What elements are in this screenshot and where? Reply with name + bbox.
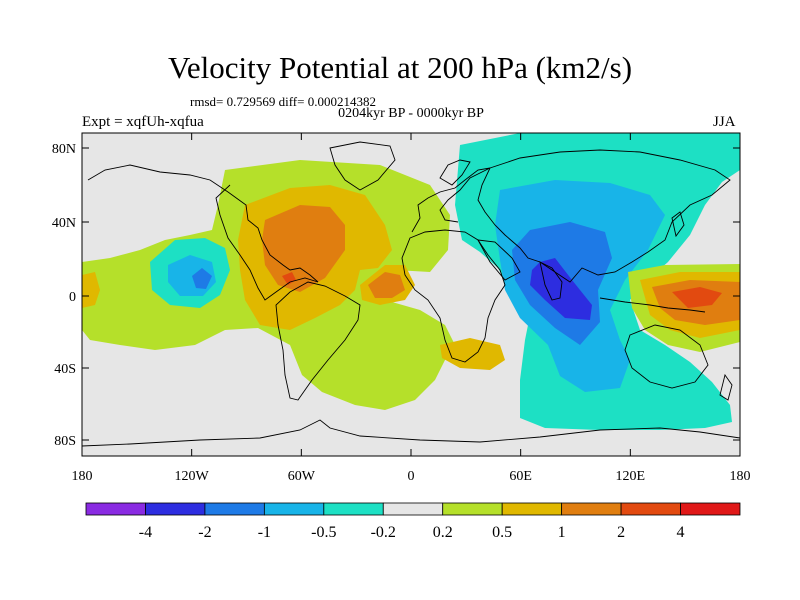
lat-tick-label: 40N <box>52 216 76 231</box>
colorbar-label: 0.5 <box>492 524 512 541</box>
colorbar: -4 -2 -1 -0.5 -0.2 0.2 0.5 1 2 4 <box>85 502 741 541</box>
colorbar-label: 4 <box>677 524 685 541</box>
lat-tick-label: 40S <box>54 362 76 377</box>
lon-tick-label: 0 <box>408 469 415 484</box>
colorbar-swatch <box>85 502 146 516</box>
coastline-india <box>539 261 563 301</box>
coastline-north-america <box>87 164 319 283</box>
colorbar-swatch <box>442 502 503 516</box>
map-title: Velocity Potential at 200 hPa (km2/s) <box>167 50 633 85</box>
colorbar-swatch <box>204 502 265 516</box>
lon-tick-label: 60E <box>509 469 532 484</box>
contour-positive-2-west-pacific <box>672 287 722 308</box>
lon-tick-label: 120W <box>175 469 210 484</box>
colorbar-label: -4 <box>139 524 152 541</box>
lon-tick-label: 180 <box>72 469 93 484</box>
colorbar-swatch <box>680 502 741 516</box>
lon-tick-label: 120E <box>616 469 646 484</box>
coastline-australia <box>624 324 709 389</box>
colorbar-swatch <box>620 502 681 516</box>
contour-positive-1-americas <box>262 205 345 292</box>
contour-positive-0.5-leftedge <box>82 272 100 308</box>
period-line: 0204kyr BP - 0000kyr BP <box>338 106 484 121</box>
lon-tick-label: 180 <box>730 469 751 484</box>
colorbar-label: -1 <box>258 524 271 541</box>
coastlines <box>82 141 740 447</box>
colorbar-swatch <box>323 502 384 516</box>
stats-line: rmsd= 0.729569 diff= 0.000214382 <box>190 94 376 109</box>
colorbar-swatch <box>145 502 206 516</box>
lon-tick-label: 60W <box>288 469 316 484</box>
colorbar-swatch <box>501 502 563 516</box>
coastline-africa <box>401 229 506 363</box>
coastline-arabia <box>477 239 521 281</box>
contour-negative-1-east-pacific <box>192 268 212 289</box>
colorbar-label: -2 <box>198 524 211 541</box>
coastline-japan <box>671 211 685 238</box>
colorbar-label: -0.5 <box>311 524 336 541</box>
colorbar-swatch <box>561 502 622 516</box>
experiment-line: Expt = xqfUh-xqfua <box>82 114 204 130</box>
colorbar-label: 2 <box>617 524 625 541</box>
colorbar-label: 0.2 <box>433 524 453 541</box>
coastline-indonesia <box>599 297 706 313</box>
colorbar-swatch <box>382 502 444 516</box>
latitude-ticks: 80N 40N 0 40S 80S <box>52 142 740 449</box>
coastline-new-zealand <box>719 373 733 401</box>
coastline-south-america <box>275 281 361 401</box>
contour-positive-0.5-southern-africa <box>440 338 505 370</box>
coastline-antarctica <box>82 419 740 447</box>
colorbar-label: 1 <box>558 524 566 541</box>
coastline-scandinavia <box>439 159 471 186</box>
colorbar-label: -0.2 <box>371 524 396 541</box>
season-label: JJA <box>713 114 736 130</box>
lat-tick-label: 80N <box>52 142 76 157</box>
coastline-greenland <box>329 141 396 191</box>
coastline-asia <box>477 149 731 283</box>
contour-positive-1-atlantic <box>368 272 405 298</box>
contour-fill-layer <box>82 133 740 430</box>
colorbar-swatch <box>263 502 325 516</box>
coastline-na-east <box>215 184 319 301</box>
lat-tick-label: 80S <box>54 434 76 449</box>
lat-tick-label: 0 <box>69 290 76 305</box>
longitude-ticks: 180 120W 60W 0 60E 120E 180 <box>72 133 751 484</box>
coastline-europe <box>411 167 491 233</box>
